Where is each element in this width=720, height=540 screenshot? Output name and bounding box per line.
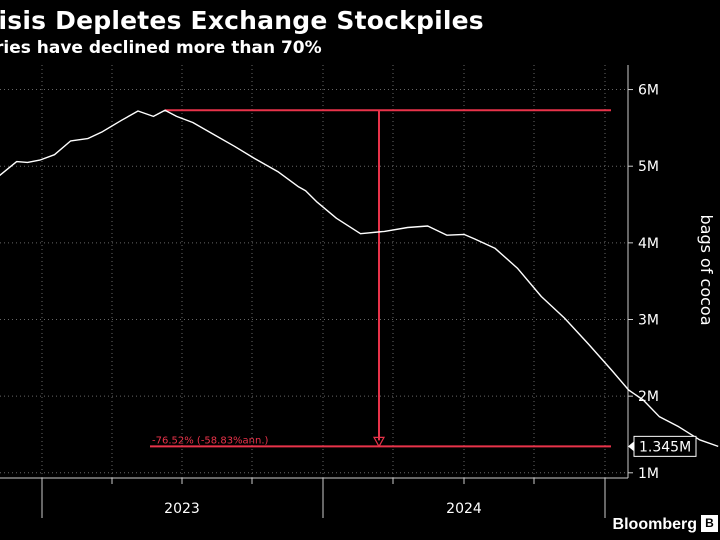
chart-title: risis Depletes Exchange Stockpiles: [0, 6, 484, 35]
grid-lines: [0, 65, 628, 478]
x-tick-label: 2023: [164, 501, 200, 517]
series-lines: 1.345M: [0, 109, 719, 457]
bloomberg-logo-text: Bloomberg: [612, 516, 697, 533]
y-axis-label: bags of cocoa: [697, 214, 716, 325]
x-axis-ticks: 2023 2024: [164, 501, 482, 517]
last-value-badge: 1.345M: [628, 435, 697, 457]
change-annotation-label: -76.52% (-58.83%ann.): [152, 435, 269, 446]
cocoa-stockpile-line: [0, 109, 719, 448]
y-tick-label: 6M: [638, 83, 659, 99]
y-tick-label: 4M: [638, 236, 659, 252]
y-axis-ticks: 1M 2M 3M 4M 5M 6M: [638, 83, 659, 482]
y-tick-label: 3M: [638, 313, 659, 329]
bloomberg-logo-icon: B: [701, 515, 718, 532]
change-arrow-head: [372, 436, 386, 448]
y-tick-label: 1M: [638, 466, 659, 482]
chart-axes: [0, 65, 633, 518]
change-annotation: -76.52% (-58.83%ann.): [150, 109, 611, 448]
chart-subtitle: ries have declined more than 70%: [0, 38, 322, 58]
last-value-pointer: [628, 441, 634, 452]
x-tick-label: 2024: [446, 501, 482, 517]
y-tick-label: 5M: [638, 159, 659, 175]
y-tick-label: 2M: [638, 389, 659, 405]
last-value-label: 1.345M: [639, 439, 691, 455]
